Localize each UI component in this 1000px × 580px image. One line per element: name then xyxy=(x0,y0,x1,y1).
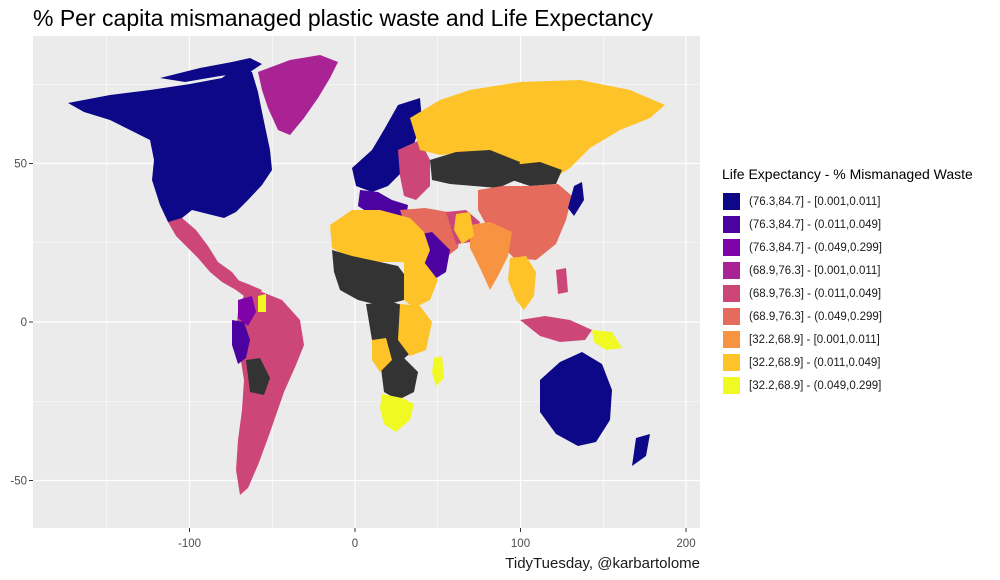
region-canadian-arctic xyxy=(160,58,262,82)
region-pakistan xyxy=(454,212,474,244)
legend-swatch xyxy=(722,330,741,349)
x-tick-label: 0 xyxy=(352,538,358,550)
region-colombia xyxy=(238,296,256,326)
region-greenland xyxy=(258,55,338,135)
region-indonesia xyxy=(520,316,592,342)
legend-item: (68.9,76.3] - [0.001,0.011] xyxy=(722,259,973,282)
region-papua xyxy=(592,330,622,350)
legend-title: Life Expectancy - % Mismanaged Waste xyxy=(722,166,973,182)
map-caption: TidyTuesday, @karbartolome xyxy=(505,555,700,572)
region-se-asia xyxy=(508,256,536,310)
region-mongolia xyxy=(512,162,562,186)
legend-label: (68.9,76.3] - [0.001,0.011] xyxy=(749,264,881,277)
region-southern-africa xyxy=(380,358,418,400)
legend-item: [32.2,68.9] - [0.001,0.011] xyxy=(722,328,973,351)
map-regions xyxy=(68,55,665,495)
legend-swatch xyxy=(722,215,741,234)
region-western-europe xyxy=(352,98,422,192)
legend-label: (76.3,84.7] - (0.049,0.299] xyxy=(749,241,882,254)
legend-swatch xyxy=(722,353,741,372)
region-madagascar xyxy=(432,356,444,386)
region-philippines xyxy=(556,268,568,294)
region-australia xyxy=(540,352,612,446)
map-title: % Per capita mismanaged plastic waste an… xyxy=(33,5,654,31)
region-guyana xyxy=(258,294,266,312)
legend-items: (76.3,84.7] - [0.001,0.011] (76.3,84.7] -… xyxy=(722,190,973,397)
region-horn-africa xyxy=(404,260,438,308)
region-central-america xyxy=(232,278,262,298)
legend-swatch xyxy=(722,284,741,303)
region-mexico xyxy=(168,218,240,290)
legend: Life Expectancy - % Mismanaged Waste (76… xyxy=(722,166,973,397)
legend-item: (76.3,84.7] - (0.049,0.299] xyxy=(722,236,973,259)
legend-label: (76.3,84.7] - [0.001,0.011] xyxy=(749,195,881,208)
legend-swatch xyxy=(722,307,741,326)
region-russia xyxy=(410,80,665,182)
region-north-america xyxy=(68,66,272,226)
legend-label: (68.9,76.3] - (0.011,0.049] xyxy=(749,287,882,300)
region-india xyxy=(470,222,512,290)
axis-ticks: -100 0 100 200 50 0 -50 xyxy=(10,159,695,551)
x-tick-label: -100 xyxy=(178,538,201,550)
y-tick-label: 50 xyxy=(14,159,27,171)
legend-label: [32.2,68.9] - (0.049,0.299] xyxy=(749,379,882,392)
region-new-zealand xyxy=(632,434,650,466)
region-angola xyxy=(372,338,392,372)
legend-item: (76.3,84.7] - [0.001,0.011] xyxy=(722,190,973,213)
region-sahel xyxy=(332,250,410,306)
legend-item: (76.3,84.7] - (0.011,0.049] xyxy=(722,213,973,236)
legend-item: [32.2,68.9] - (0.049,0.299] xyxy=(722,374,973,397)
legend-item: [32.2,68.9] - (0.011,0.049] xyxy=(722,351,973,374)
legend-swatch xyxy=(722,238,741,257)
region-bolivia xyxy=(246,358,270,395)
region-south-africa xyxy=(380,394,414,432)
x-tick-label: 200 xyxy=(676,538,695,550)
legend-label: (76.3,84.7] - (0.011,0.049] xyxy=(749,218,882,231)
region-eastern-europe xyxy=(398,140,430,200)
legend-label: (68.9,76.3] - (0.049,0.299] xyxy=(749,310,882,323)
region-peru xyxy=(232,320,250,364)
y-tick-label: 0 xyxy=(21,317,27,329)
legend-label: [32.2,68.9] - (0.011,0.049] xyxy=(749,356,881,369)
region-japan xyxy=(568,182,584,216)
legend-item: (68.9,76.3] - (0.011,0.049] xyxy=(722,282,973,305)
y-tick-label: -50 xyxy=(10,476,27,488)
legend-swatch xyxy=(722,376,741,395)
region-east-africa xyxy=(398,304,432,356)
region-kazakhstan xyxy=(430,150,520,188)
legend-swatch xyxy=(722,261,741,280)
x-tick-label: 100 xyxy=(511,538,530,550)
legend-swatch xyxy=(722,192,741,211)
region-north-africa xyxy=(330,210,430,265)
region-south-america xyxy=(236,292,304,495)
legend-label: [32.2,68.9] - [0.001,0.011] xyxy=(749,333,880,346)
legend-item: (68.9,76.3] - (0.049,0.299] xyxy=(722,305,973,328)
